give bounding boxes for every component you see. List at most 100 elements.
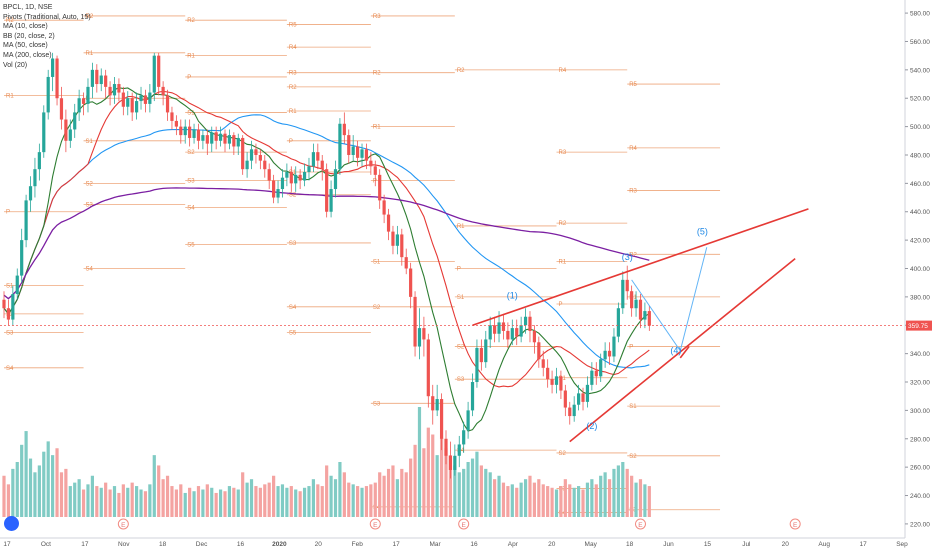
candle[interactable] [285,163,289,187]
candle[interactable] [104,69,108,99]
earnings-badge-icon[interactable] [458,518,470,530]
candle[interactable] [603,342,607,368]
candle[interactable] [647,305,651,331]
legend-indicator-ma50[interactable]: MA (50, close) [3,42,48,50]
candle[interactable] [369,152,373,175]
candle[interactable] [236,133,240,155]
candle[interactable] [272,174,276,204]
candle[interactable] [506,322,510,348]
candle[interactable] [183,119,187,144]
candle[interactable] [148,84,152,113]
candle[interactable] [46,69,50,120]
candle[interactable] [409,262,413,309]
legend-indicator-ma10[interactable]: MA (10, close) [3,23,48,31]
candle[interactable] [223,129,227,153]
candle[interactable] [612,328,616,363]
candle[interactable] [422,316,426,357]
candle[interactable] [510,319,514,346]
candle[interactable] [276,180,280,204]
candle[interactable] [86,78,90,113]
candle[interactable] [263,154,267,178]
candle[interactable] [245,152,249,178]
earnings-badge-icon[interactable] [634,518,646,530]
candle[interactable] [196,123,201,150]
legend-indicator-ma200[interactable]: MA (200, close) [3,51,52,59]
candle[interactable] [594,362,598,385]
candle[interactable] [643,302,647,329]
candle[interactable] [462,421,466,453]
candle[interactable] [537,336,541,368]
candle[interactable] [541,350,545,377]
candle[interactable] [64,109,68,153]
candle[interactable] [448,441,453,479]
candle[interactable] [400,228,404,266]
candle[interactable] [311,143,315,173]
candle[interactable] [599,353,603,383]
elliott-wave-label[interactable]: (4) [670,346,681,356]
candle[interactable] [227,129,232,150]
candle[interactable] [466,401,470,439]
candle[interactable] [24,194,28,248]
candle[interactable] [210,126,214,153]
candle[interactable] [568,401,572,425]
candle[interactable] [439,393,444,451]
candle[interactable] [294,166,298,192]
candle[interactable] [621,271,625,314]
elliott-wave-label[interactable]: (5) [697,226,708,236]
candle[interactable] [585,376,590,408]
tradingview-logo-icon[interactable] [4,516,19,531]
drawings[interactable]: (1) (2) (3) (4) (5) E E E E E [0,208,904,530]
candle[interactable] [457,435,461,468]
candle[interactable] [73,103,77,138]
candle[interactable] [2,291,6,319]
candle[interactable] [112,76,117,104]
candle[interactable] [523,308,528,334]
candle[interactable] [42,105,46,158]
candle[interactable] [121,86,125,116]
candle[interactable] [33,157,37,198]
candle[interactable] [413,291,417,357]
candle[interactable] [559,370,563,400]
candle[interactable] [554,367,559,394]
candle[interactable] [188,119,192,147]
candle[interactable] [258,149,262,170]
legend-indicator-volume[interactable]: Vol (20) [3,61,28,69]
candle[interactable] [59,86,64,130]
candle[interactable] [590,362,594,391]
candle[interactable] [170,106,174,130]
candle[interactable] [37,143,41,181]
candle[interactable] [20,228,24,283]
candle[interactable] [532,325,536,354]
candle[interactable] [546,359,550,388]
candle[interactable] [117,78,121,102]
candle[interactable] [161,81,165,106]
candle[interactable] [333,160,338,198]
candle[interactable] [395,225,399,255]
candle[interactable] [320,154,324,181]
candle[interactable] [488,316,492,348]
candle[interactable] [338,118,342,175]
candle[interactable] [68,119,72,148]
candle[interactable] [135,92,139,120]
candle[interactable] [15,268,19,300]
candle[interactable] [81,92,86,116]
candle[interactable] [382,194,386,224]
price-axis[interactable]: 220.00 240.00 260.00 280.00 300.00 320.00 340.… [904,0,932,538]
candle[interactable] [444,430,448,465]
candle[interactable] [6,299,11,326]
earnings-badge-icon[interactable] [789,518,801,530]
candle[interactable] [475,339,479,388]
candle[interactable] [577,384,581,411]
candle[interactable] [391,225,395,255]
candle[interactable] [572,396,576,422]
candle[interactable] [493,316,497,343]
candle[interactable] [201,129,205,150]
candle[interactable] [404,248,408,275]
trendline[interactable] [472,208,809,327]
candle[interactable] [378,169,382,209]
candle[interactable] [289,166,293,192]
candle[interactable] [515,319,519,346]
candle[interactable] [130,92,134,121]
candle[interactable] [316,143,320,170]
